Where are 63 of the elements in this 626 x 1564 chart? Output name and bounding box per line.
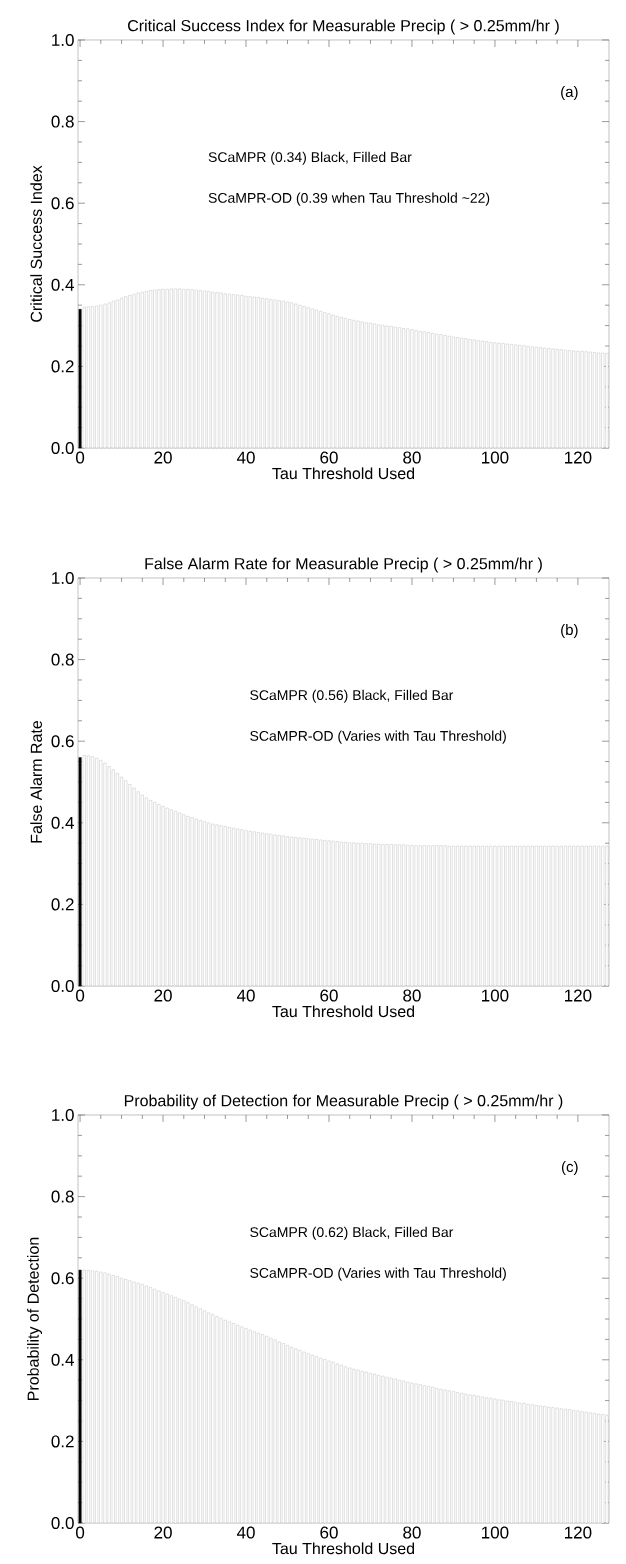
bar — [78, 757, 82, 987]
x-tick-label: 40 — [236, 1526, 255, 1539]
y-tick-label: 0.4 — [51, 1353, 74, 1366]
y-tick-label: 0.4 — [51, 278, 74, 291]
y-axis-title: False Alarm Rate — [30, 720, 43, 843]
x-tick-label: 120 — [565, 451, 592, 464]
y-tick-label: 0.6 — [51, 1272, 74, 1285]
y-tick-label: 0.2 — [51, 898, 74, 911]
y-tick-label: 1.0 — [52, 1108, 74, 1122]
y-axis-title: Probability of Detection — [27, 1237, 43, 1400]
x-axis-title: Tau Threshold Used — [272, 1005, 415, 1018]
bar — [82, 307, 86, 449]
y-tick-label: 0.8 — [51, 115, 74, 128]
bar — [78, 309, 82, 449]
bar — [82, 755, 86, 987]
chart-title: False Alarm Rate for Measurable Precip ( > 0.25mm/hr ) — [145, 557, 542, 573]
x-tick-label: 20 — [154, 989, 172, 1002]
x-tick-label: 100 — [482, 989, 509, 1002]
x-tick-label: 0 — [76, 989, 85, 1002]
x-axis-title: Tau Threshold Used — [272, 1542, 415, 1555]
y-tick-label: 0.8 — [51, 653, 74, 666]
x-tick-label: 100 — [482, 451, 509, 464]
y-tick-label: 0.6 — [51, 197, 74, 210]
x-tick-label: 40 — [236, 989, 255, 1002]
x-tick-label: 60 — [320, 451, 338, 464]
x-tick-label: 80 — [403, 989, 421, 1002]
annotation: SCaMPR (0.56) Black, Filled Bar — [250, 689, 454, 703]
annotation: SCaMPR (0.34) Black, Filled Bar — [208, 151, 412, 165]
annotation: (b) — [561, 624, 578, 639]
x-tick-label: 100 — [482, 1526, 509, 1539]
y-tick-label: 0.0 — [51, 1516, 74, 1530]
x-tick-label: 80 — [403, 1526, 421, 1539]
annotation: SCaMPR-OD (Varies with Tau Threshold) — [250, 730, 506, 744]
bar — [82, 1269, 86, 1524]
x-tick-label: 60 — [320, 989, 338, 1002]
bar — [78, 1269, 82, 1524]
annotation: SCaMPR (0.62) Black, Filled Bar — [250, 1226, 454, 1240]
chart-title: Critical Success Index for Measurable Precip ( > 0.25mm/hr ) — [128, 19, 559, 35]
x-tick-label: 0 — [76, 1526, 85, 1539]
x-tick-label: 80 — [403, 451, 421, 464]
annotation: SCaMPR-OD (Varies with Tau Threshold) — [250, 1267, 506, 1281]
x-tick-label: 120 — [565, 1526, 592, 1539]
annotation: (a) — [561, 86, 578, 101]
y-tick-label: 1.0 — [52, 33, 74, 47]
annotation: (c) — [561, 1161, 578, 1176]
x-tick-label: 20 — [154, 451, 172, 464]
y-tick-label: 0.2 — [51, 1435, 74, 1448]
x-tick-label: 0 — [76, 451, 85, 464]
y-axis-title: Critical Success Index — [30, 165, 43, 322]
x-axis-title: Tau Threshold Used — [272, 467, 415, 480]
x-tick-label: 120 — [565, 989, 592, 1002]
y-tick-label: 0.0 — [51, 441, 74, 455]
x-tick-label: 60 — [320, 1526, 338, 1539]
chart-title: Probability of Detection for Measurable Precip ( > 0.25mm/hr ) — [124, 1094, 563, 1110]
y-tick-label: 0.4 — [51, 816, 74, 829]
x-tick-label: 20 — [154, 1526, 172, 1539]
y-tick-label: 0.0 — [51, 979, 74, 993]
annotation: SCaMPR-OD (0.39 when Tau Threshold ~22) — [208, 192, 490, 206]
y-tick-label: 0.6 — [51, 735, 74, 748]
x-tick-label: 40 — [236, 451, 255, 464]
y-tick-label: 0.2 — [51, 360, 74, 373]
y-tick-label: 0.8 — [51, 1190, 74, 1203]
y-tick-label: 1.0 — [52, 571, 74, 585]
